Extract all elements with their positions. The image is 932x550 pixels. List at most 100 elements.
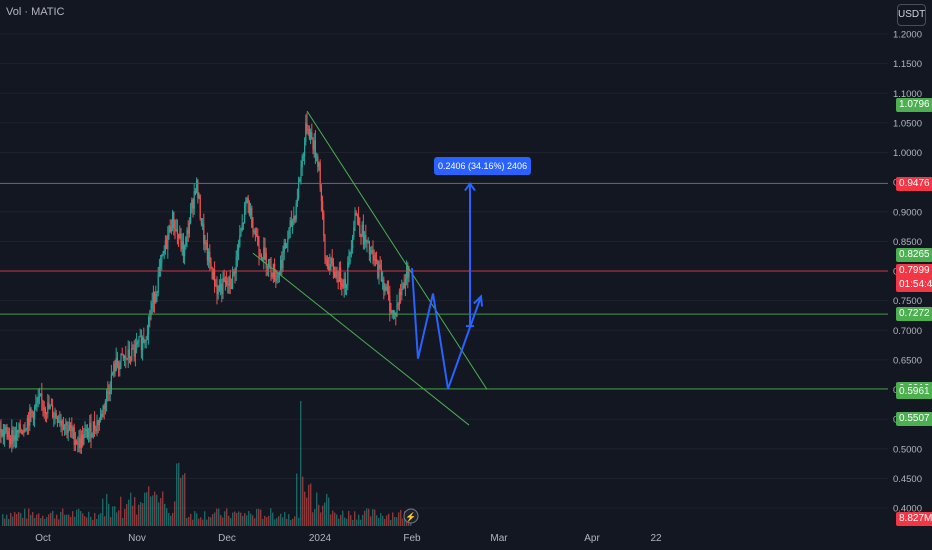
candle-body — [67, 430, 69, 433]
volume-bar — [110, 517, 112, 526]
volume-bar — [104, 516, 106, 526]
candle-body — [0, 428, 2, 437]
candle-body — [144, 341, 146, 343]
candle-body — [127, 349, 129, 360]
volume-bar — [44, 519, 46, 526]
candle-body — [121, 354, 123, 356]
candle-body — [266, 266, 268, 268]
volume-bar — [200, 517, 202, 526]
candle-body — [72, 427, 74, 431]
candle-body — [85, 428, 87, 432]
candle-body — [7, 431, 9, 438]
volume-bar — [20, 513, 22, 526]
candle-body — [119, 362, 121, 370]
volume-bar — [292, 518, 294, 526]
volume-bar — [132, 505, 134, 526]
candle-body — [148, 317, 150, 335]
candle-body — [305, 123, 307, 142]
candle-body — [354, 212, 356, 228]
candle-body — [46, 413, 48, 415]
time-tick-label: 2024 — [309, 533, 332, 544]
candle-body — [326, 260, 328, 267]
volume-bar — [364, 510, 366, 526]
volume-bar — [320, 512, 322, 526]
volume-bar — [352, 519, 354, 526]
candle-body — [360, 234, 362, 237]
volume-bar — [324, 502, 326, 526]
candle-body — [324, 235, 326, 260]
candle-body — [42, 400, 44, 409]
candle-body — [257, 235, 259, 246]
candle-body — [264, 247, 266, 253]
candle-body — [37, 396, 39, 403]
volume-bar — [356, 519, 358, 526]
candle-body — [316, 156, 318, 158]
candle-body — [138, 336, 140, 343]
candle-body — [187, 230, 189, 234]
price-tick-label: 0.9000 — [893, 207, 922, 218]
volume-bar — [184, 473, 186, 526]
volume-bar — [284, 512, 286, 526]
candle-body — [83, 433, 85, 445]
candle-body — [115, 357, 117, 372]
price-badge: 0.5507 — [896, 411, 932, 426]
candle-body — [182, 241, 184, 257]
candle-body — [230, 286, 232, 289]
volume-bar — [336, 514, 338, 526]
candle-body — [288, 228, 290, 240]
candle-body — [70, 424, 72, 428]
candle-body — [404, 279, 406, 289]
volume-bar — [250, 513, 252, 526]
candle-body — [173, 211, 175, 229]
volume-bar — [138, 504, 140, 526]
candle-body — [209, 251, 211, 263]
volume-bar — [94, 512, 96, 526]
candle-body — [199, 195, 201, 219]
candle-body — [271, 272, 273, 277]
candle-body — [38, 395, 40, 397]
currency-selector[interactable]: USDT — [897, 4, 926, 26]
candle-body — [335, 270, 337, 278]
candle-body — [298, 181, 300, 199]
volume-bar — [160, 498, 162, 526]
candle-body — [97, 420, 99, 426]
candle-body — [349, 251, 351, 254]
candle-body — [286, 243, 288, 248]
volume-bar — [384, 518, 386, 526]
candle-body — [215, 284, 217, 286]
candle-body — [310, 132, 312, 139]
candle-body — [80, 434, 82, 448]
time-tick-label: Mar — [490, 533, 508, 544]
candle-body — [244, 206, 246, 224]
candle-body — [66, 422, 68, 433]
candle-body — [320, 187, 322, 202]
volume-bar — [72, 511, 74, 526]
candle-body — [108, 391, 110, 394]
candle-body — [94, 421, 96, 429]
volume-bar — [162, 491, 164, 526]
volume-bar — [280, 513, 282, 526]
candle-body — [317, 156, 319, 167]
candle-body — [283, 242, 285, 253]
candle-body — [175, 229, 177, 231]
volume-bar — [302, 476, 304, 526]
volume-bar — [334, 512, 336, 526]
price-tick-label: 1.1500 — [893, 59, 922, 70]
volume-bar — [78, 508, 80, 526]
candle-body — [193, 191, 195, 209]
volume-bar — [290, 519, 292, 526]
candle-body — [162, 253, 164, 255]
candle-body — [52, 405, 54, 418]
candle-body — [280, 260, 282, 272]
candle-body — [367, 241, 369, 243]
candle-body — [104, 400, 106, 410]
volume-bar — [118, 510, 120, 526]
volume-bar — [204, 511, 206, 526]
candle-body — [228, 276, 230, 286]
measurement-label: 0.2406 (34.16%) 2406 — [434, 157, 532, 175]
volume-bar — [236, 512, 238, 526]
candle-body — [236, 250, 238, 257]
volume-bar — [14, 512, 16, 526]
candle-body — [116, 357, 118, 366]
